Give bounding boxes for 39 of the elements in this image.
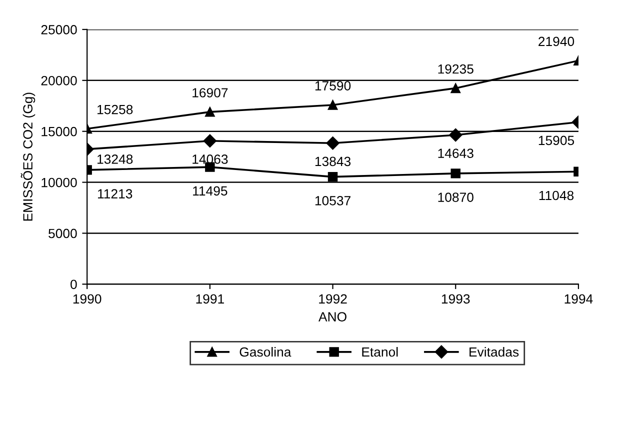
x-axis-title: ANO — [318, 312, 346, 322]
point — [450, 168, 460, 178]
point — [203, 134, 217, 148]
y-tick-label: 5000 — [48, 228, 77, 238]
legend-label: Gasolina — [240, 346, 292, 357]
x-tick-label: 1990 — [73, 294, 102, 304]
data-label: 10537 — [315, 196, 350, 206]
data-label: 21940 — [538, 36, 574, 46]
data-label: 14643 — [438, 148, 474, 158]
data-label: 16907 — [192, 88, 228, 98]
data-label: 11048 — [539, 190, 574, 200]
point — [450, 83, 460, 94]
y-tick-label: 20000 — [41, 76, 77, 86]
y-tick-label: 0 — [70, 280, 77, 290]
data-label: 10870 — [438, 192, 474, 202]
data-label: 19235 — [438, 64, 474, 74]
data-label: 11213 — [98, 189, 132, 198]
legend-label: Evitadas — [470, 346, 519, 357]
x-tick-label: 1991 — [196, 294, 224, 304]
data-label: 13843 — [315, 156, 351, 166]
data-label: 14063 — [192, 154, 228, 164]
x-tick-label: 1993 — [442, 294, 470, 304]
point — [328, 172, 338, 182]
data-label: 15905 — [538, 136, 574, 146]
y-axis-title: EMISSÕES CO2 (Gg) — [20, 92, 36, 221]
x-tick-label: 1994 — [564, 294, 593, 304]
data-label: 15258 — [98, 104, 133, 114]
y-tick-label: 15000 — [42, 126, 77, 136]
point — [205, 107, 215, 117]
y-tick-label: 10000 — [42, 178, 77, 188]
point — [449, 128, 462, 142]
point — [328, 100, 338, 110]
data-label: 17590 — [315, 81, 351, 90]
data-label: 11495 — [193, 186, 228, 196]
data-label: 13248 — [98, 154, 133, 164]
point — [326, 136, 340, 150]
x-tick-label: 1992 — [319, 294, 347, 304]
legend-label: Etanol — [362, 346, 398, 357]
y-tick-label: 25000 — [41, 25, 77, 34]
